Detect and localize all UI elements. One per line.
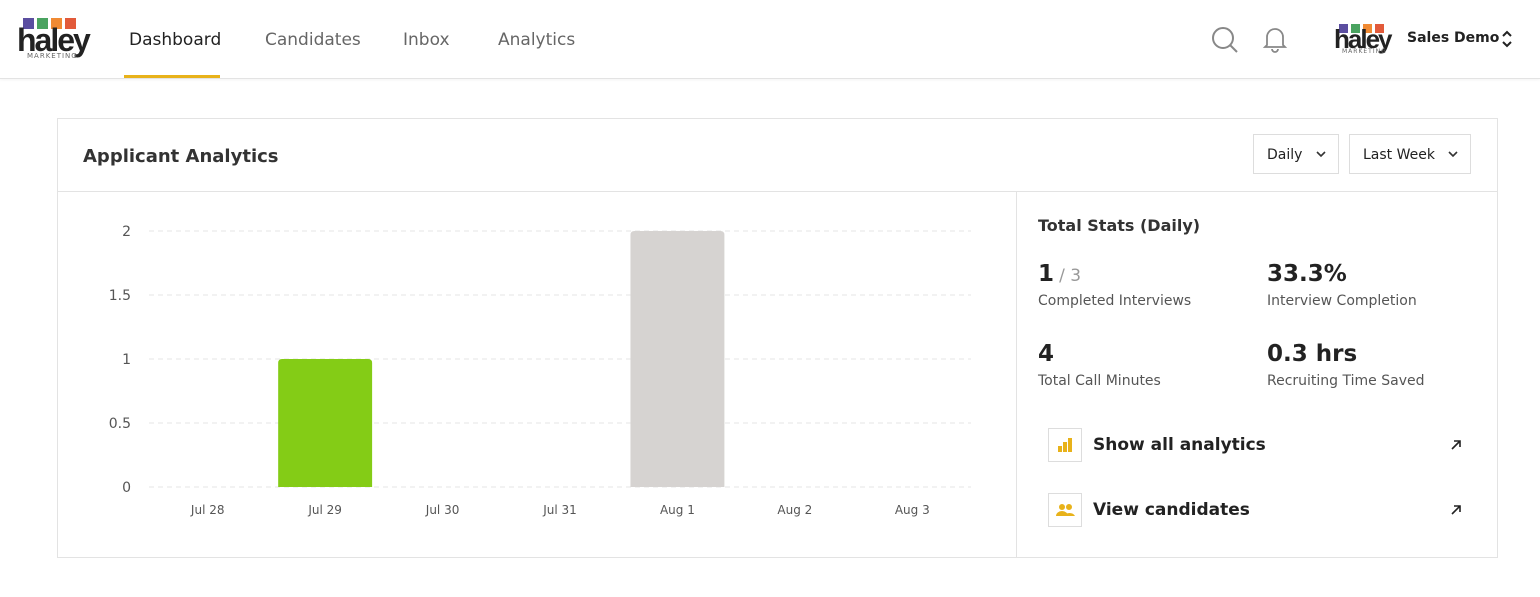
switch-icon[interactable] xyxy=(1500,29,1514,49)
y-tick-label: 0 xyxy=(122,480,131,496)
stat: 4 Total Call Minutes xyxy=(1038,341,1161,389)
x-tick-label: Aug 3 xyxy=(895,503,930,517)
active-indicator xyxy=(124,75,220,78)
bell-icon[interactable] xyxy=(1262,25,1288,53)
dropdown-label: Last Week xyxy=(1363,147,1435,163)
x-tick-label: Aug 1 xyxy=(660,503,695,517)
y-tick-label: 1 xyxy=(122,352,131,368)
stat-suffix: / 3 xyxy=(1059,266,1082,286)
stat: 33.3% Interview Completion xyxy=(1267,261,1417,309)
chart: 0 0.5 1 1.5 2 Jul 28 Jul 29 Jul 30 Jul 31 Aug 1 Au… xyxy=(109,224,971,517)
external-arrow xyxy=(1451,440,1461,450)
user-logo: haley MARKETING xyxy=(1334,20,1398,55)
divider xyxy=(1016,192,1017,557)
bar xyxy=(630,231,725,487)
link-icon xyxy=(1048,493,1082,527)
stat-value: 4 xyxy=(1038,341,1055,367)
top-bar: haley MARKETING Dashboard Candidates Inb… xyxy=(0,0,1540,79)
x-tick-label: Jul 30 xyxy=(425,503,460,517)
nav-item[interactable]: Inbox xyxy=(403,30,450,50)
logo-text: haley xyxy=(1334,24,1392,54)
dropdown-label: Daily xyxy=(1267,147,1303,163)
stat: 1 / 3 Completed Interviews xyxy=(1038,261,1191,309)
nav-item[interactable]: Candidates xyxy=(265,30,361,50)
external-arrow xyxy=(1451,505,1461,515)
range-dropdown[interactable]: Last Week xyxy=(1349,134,1471,174)
y-tick-label: 0.5 xyxy=(109,416,131,432)
logo-icons xyxy=(1339,24,1384,33)
logo-subtext: MARKETING xyxy=(27,52,78,60)
chevron xyxy=(1448,151,1458,158)
nav-item[interactable]: Dashboard xyxy=(129,30,222,50)
x-tick-label: Jul 29 xyxy=(307,503,342,517)
stat-label: Recruiting Time Saved xyxy=(1267,373,1425,389)
stats-title: Total Stats (Daily) xyxy=(1038,216,1201,235)
link-text: Show all analytics xyxy=(1093,435,1266,455)
card-title: Applicant Analytics xyxy=(83,146,279,167)
x-tick-label: Jul 28 xyxy=(190,503,225,517)
link-text: View candidates xyxy=(1093,500,1250,520)
logo[interactable]: haley MARKETING xyxy=(17,16,97,60)
logo-icons xyxy=(23,18,76,29)
x-tick-label: Aug 2 xyxy=(777,503,812,517)
stat-value: 1 xyxy=(1038,261,1055,287)
logo-subtext: MARKETING xyxy=(1342,48,1387,55)
stat: 0.3 hrs Recruiting Time Saved xyxy=(1267,341,1424,389)
stat-label: Total Call Minutes xyxy=(1038,373,1161,389)
people-icon xyxy=(1056,504,1075,516)
y-tick-label: 1.5 xyxy=(109,288,131,304)
user-name[interactable]: Sales Demo xyxy=(1407,30,1500,46)
nav-item[interactable]: Analytics xyxy=(498,30,576,50)
search-icon[interactable] xyxy=(1210,25,1240,55)
stat-label: Interview Completion xyxy=(1267,293,1417,309)
chevron xyxy=(1316,151,1326,158)
stat-label: Completed Interviews xyxy=(1038,293,1192,309)
candidates-link[interactable]: View candidates xyxy=(1048,493,1468,527)
analytics-card: Applicant Analytics Daily Last Week Tota… xyxy=(57,118,1498,558)
interval-dropdown[interactable]: Daily xyxy=(1253,134,1339,174)
divider xyxy=(58,191,1497,192)
analytics-link[interactable]: Show all analytics xyxy=(1048,428,1468,462)
link-icon xyxy=(1048,428,1082,462)
stat-value: 33.3% xyxy=(1267,261,1347,287)
stat-value: 0.3 hrs xyxy=(1267,341,1358,367)
x-tick-label: Jul 31 xyxy=(542,503,577,517)
bar xyxy=(278,359,373,487)
logo-text: haley xyxy=(17,22,91,58)
bars-icon xyxy=(1058,438,1072,452)
y-tick-label: 2 xyxy=(122,224,131,240)
